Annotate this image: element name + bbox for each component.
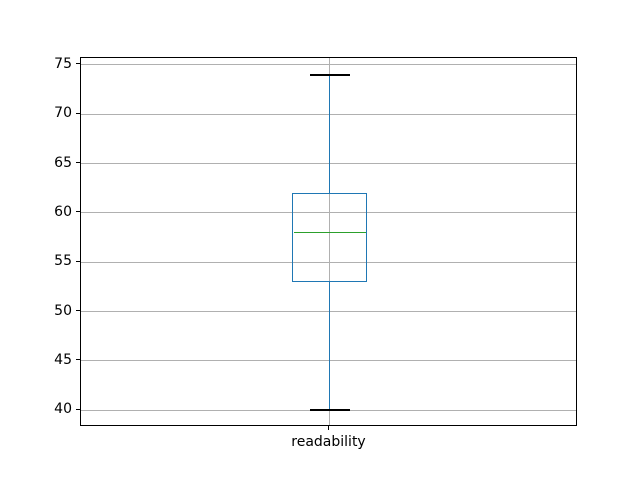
y-tick-label-50: 50 <box>54 302 72 319</box>
gridline-y-55 <box>81 261 576 263</box>
plot-area <box>80 57 577 426</box>
y-tick-label-55: 55 <box>54 253 72 270</box>
gridline-y-45 <box>81 360 576 362</box>
cap-upper <box>309 74 350 76</box>
box-iqr <box>292 193 367 282</box>
y-tick-mark-60 <box>76 211 80 213</box>
y-tick-label-65: 65 <box>54 154 72 171</box>
gridline-x-readability <box>329 58 330 425</box>
gridline-y-70 <box>81 113 576 115</box>
whisker-upper <box>328 74 331 194</box>
cap-lower <box>309 409 350 411</box>
x-tick-mark <box>328 426 329 430</box>
whisker-lower <box>328 281 331 411</box>
y-tick-mark-75 <box>76 63 80 65</box>
gridline-y-60 <box>81 212 576 214</box>
y-tick-mark-55 <box>76 260 80 262</box>
y-tick-mark-45 <box>76 359 80 361</box>
y-tick-label-75: 75 <box>54 55 72 72</box>
y-tick-label-70: 70 <box>54 105 72 122</box>
y-tick-mark-70 <box>76 112 80 114</box>
x-tick-label: readability <box>291 434 366 450</box>
gridline-y-50 <box>81 311 576 313</box>
y-tick-label-45: 45 <box>54 351 72 368</box>
gridline-y-65 <box>81 163 576 165</box>
y-tick-mark-40 <box>76 408 80 410</box>
gridline-y-75 <box>81 64 576 66</box>
y-tick-label-40: 40 <box>54 401 72 418</box>
y-tick-mark-65 <box>76 162 80 164</box>
median-line <box>293 231 366 234</box>
y-tick-label-60: 60 <box>54 203 72 220</box>
y-tick-mark-50 <box>76 310 80 312</box>
